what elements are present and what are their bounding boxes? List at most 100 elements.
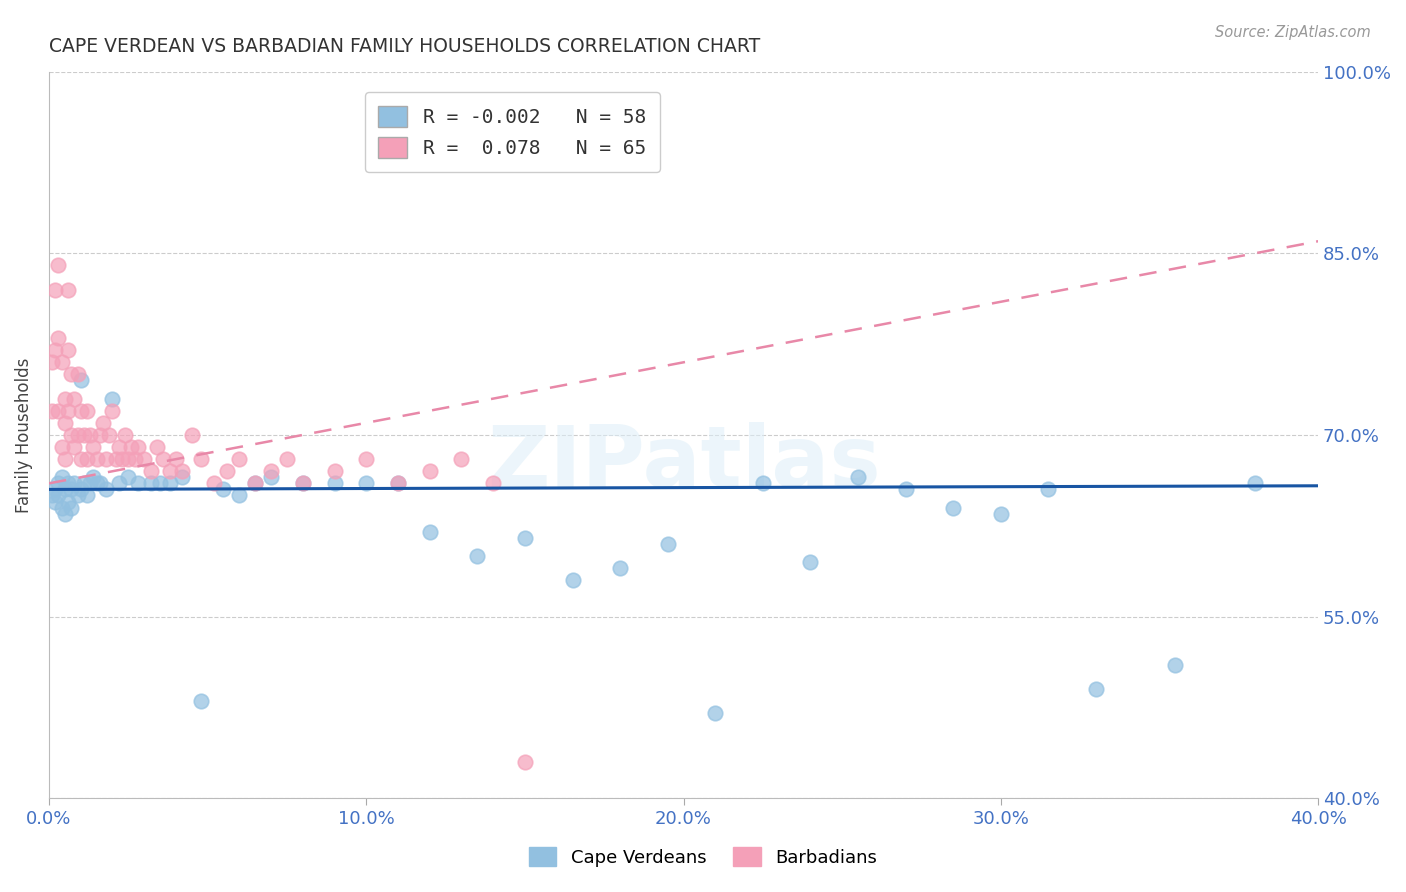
Point	[53, 392, 76, 406]
Point	[752, 476, 775, 491]
Point	[159, 464, 181, 478]
Point	[146, 440, 169, 454]
Point	[41, 403, 63, 417]
Point	[63, 440, 86, 454]
Point	[465, 549, 488, 563]
Point	[41, 355, 63, 369]
Point	[44, 494, 66, 508]
Point	[104, 452, 127, 467]
Point	[121, 440, 143, 454]
Point	[513, 755, 536, 769]
Legend: R = -0.002   N = 58, R =  0.078   N = 65: R = -0.002 N = 58, R = 0.078 N = 65	[364, 93, 659, 171]
Point	[419, 524, 441, 539]
Point	[69, 483, 91, 497]
Point	[73, 428, 96, 442]
Point	[91, 416, 114, 430]
Point	[51, 470, 73, 484]
Point	[139, 476, 162, 491]
Point	[190, 694, 212, 708]
Point	[799, 555, 821, 569]
Point	[76, 488, 98, 502]
Point	[513, 531, 536, 545]
Point	[561, 573, 583, 587]
Point	[172, 464, 194, 478]
Point	[323, 464, 346, 478]
Point	[172, 470, 194, 484]
Point	[60, 500, 83, 515]
Point	[107, 476, 129, 491]
Point	[1243, 476, 1265, 491]
Point	[228, 488, 250, 502]
Point	[482, 476, 505, 491]
Point	[212, 483, 235, 497]
Point	[1038, 483, 1060, 497]
Point	[89, 476, 111, 491]
Point	[111, 452, 134, 467]
Point	[117, 470, 139, 484]
Point	[202, 476, 225, 491]
Point	[53, 483, 76, 497]
Point	[94, 452, 117, 467]
Point	[63, 476, 86, 491]
Point	[56, 283, 79, 297]
Point	[89, 428, 111, 442]
Point	[245, 476, 267, 491]
Point	[1085, 682, 1108, 697]
Point	[215, 464, 238, 478]
Point	[114, 428, 136, 442]
Point	[76, 452, 98, 467]
Point	[41, 488, 63, 502]
Point	[276, 452, 298, 467]
Point	[609, 561, 631, 575]
Point	[48, 403, 70, 417]
Point	[245, 476, 267, 491]
Point	[48, 259, 70, 273]
Point	[846, 470, 869, 484]
Point	[63, 392, 86, 406]
Text: CAPE VERDEAN VS BARBADIAN FAMILY HOUSEHOLDS CORRELATION CHART: CAPE VERDEAN VS BARBADIAN FAMILY HOUSEHO…	[49, 37, 761, 56]
Point	[180, 428, 202, 442]
Point	[704, 706, 727, 721]
Point	[152, 452, 174, 467]
Point	[387, 476, 409, 491]
Text: Source: ZipAtlas.com: Source: ZipAtlas.com	[1215, 25, 1371, 40]
Point	[127, 476, 149, 491]
Point	[82, 440, 104, 454]
Point	[66, 428, 89, 442]
Point	[101, 403, 124, 417]
Point	[56, 403, 79, 417]
Point	[44, 343, 66, 358]
Point	[79, 476, 101, 491]
Point	[86, 476, 108, 491]
Point	[356, 476, 378, 491]
Point	[53, 507, 76, 521]
Point	[107, 440, 129, 454]
Point	[69, 403, 91, 417]
Point	[98, 428, 121, 442]
Point	[44, 283, 66, 297]
Point	[260, 470, 283, 484]
Point	[94, 483, 117, 497]
Point	[69, 452, 91, 467]
Point	[127, 440, 149, 454]
Point	[1164, 657, 1187, 672]
Point	[190, 452, 212, 467]
Point	[942, 500, 965, 515]
Point	[51, 355, 73, 369]
Point	[117, 452, 139, 467]
Point	[86, 452, 108, 467]
Point	[51, 500, 73, 515]
Point	[165, 452, 187, 467]
Point	[60, 368, 83, 382]
Point	[69, 374, 91, 388]
Point	[657, 537, 679, 551]
Point	[44, 483, 66, 497]
Point	[419, 464, 441, 478]
Point	[990, 507, 1012, 521]
Point	[159, 476, 181, 491]
Point	[66, 368, 89, 382]
Point	[79, 428, 101, 442]
Point	[56, 343, 79, 358]
Point	[48, 488, 70, 502]
Point	[66, 488, 89, 502]
